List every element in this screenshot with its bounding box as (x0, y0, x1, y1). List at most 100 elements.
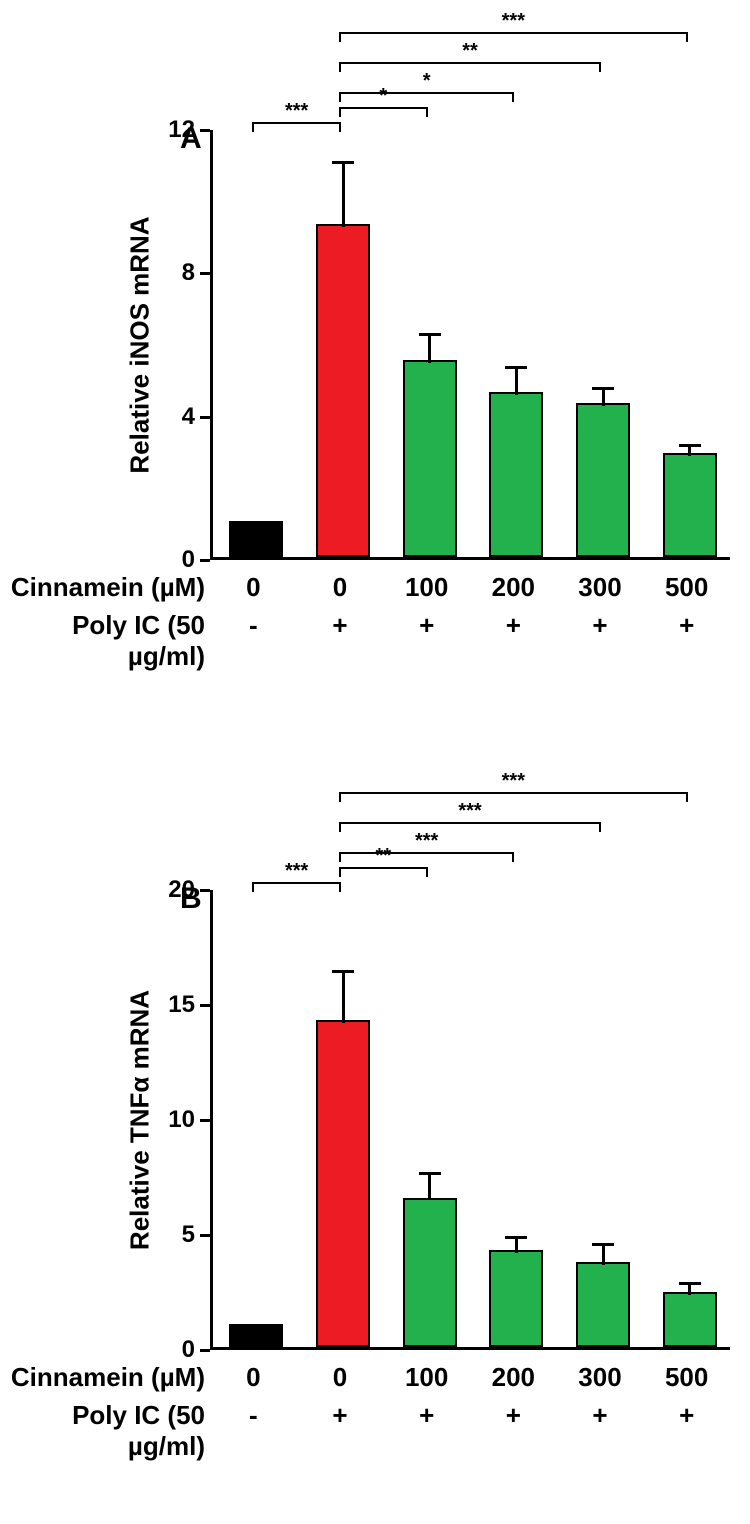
error-bar (515, 1237, 518, 1253)
error-bar (428, 1173, 431, 1201)
significance-tick (339, 32, 341, 42)
y-axis-label: Relative iNOS mRNA (125, 216, 156, 473)
x-category-polyic: - (249, 610, 258, 641)
significance-tick (512, 92, 514, 102)
y-tick-label: 8 (155, 259, 195, 287)
x-category-polyic: + (419, 610, 434, 641)
x-row-label-polyic: Poly IC (50 µg/ml) (0, 1400, 205, 1462)
bar (229, 1324, 283, 1347)
x-category-cinnamein: 0 (246, 572, 260, 603)
error-cap (505, 1236, 527, 1239)
significance-label: *** (502, 770, 525, 793)
significance-tick (426, 107, 428, 117)
significance-tick (339, 867, 341, 877)
x-category-cinnamein: 300 (578, 1362, 621, 1393)
error-cap (679, 444, 701, 447)
bar (576, 403, 630, 557)
y-tick (200, 559, 210, 562)
x-category-polyic: + (506, 610, 521, 641)
bar (316, 224, 370, 557)
significance-tick (339, 852, 341, 862)
bar (229, 521, 283, 557)
significance-tick (339, 107, 341, 117)
error-cap (592, 1243, 614, 1246)
significance-tick (599, 822, 601, 832)
x-category-cinnamein: 100 (405, 1362, 448, 1393)
x-category-polyic: + (592, 610, 607, 641)
x-row-label-cinnamein: Cinnamein (µM) (0, 572, 205, 603)
x-category-cinnamein: 500 (665, 1362, 708, 1393)
error-bar (428, 334, 431, 363)
x-category-polyic: + (506, 1400, 521, 1431)
y-axis-label: Relative TNFα mRNA (125, 990, 156, 1250)
y-tick (200, 889, 210, 892)
x-category-polyic: - (249, 1400, 258, 1431)
error-bar (342, 162, 345, 227)
y-tick-label: 10 (155, 1106, 195, 1134)
significance-label: *** (285, 860, 308, 883)
x-category-polyic: + (679, 1400, 694, 1431)
x-category-cinnamein: 0 (246, 1362, 260, 1393)
error-bar (342, 971, 345, 1024)
y-tick (200, 1234, 210, 1237)
significance-tick (512, 852, 514, 862)
significance-label: ** (462, 40, 478, 63)
x-category-cinnamein: 500 (665, 572, 708, 603)
bar (576, 1262, 630, 1347)
bar (489, 392, 543, 557)
significance-tick (686, 792, 688, 802)
error-cap (679, 1282, 701, 1285)
y-tick-label: 0 (155, 546, 195, 574)
y-tick (200, 416, 210, 419)
x-category-polyic: + (332, 610, 347, 641)
y-tick-label: 20 (155, 876, 195, 904)
y-tick (200, 1119, 210, 1122)
significance-tick (339, 62, 341, 72)
significance-label: *** (285, 100, 308, 123)
significance-tick (599, 62, 601, 72)
error-cap (332, 970, 354, 973)
significance-label: *** (415, 830, 438, 853)
x-category-cinnamein: 200 (492, 572, 535, 603)
y-tick (200, 272, 210, 275)
y-tick-label: 0 (155, 1336, 195, 1364)
y-tick (200, 129, 210, 132)
y-tick-label: 5 (155, 1221, 195, 1249)
significance-label: * (423, 70, 431, 93)
error-bar (602, 388, 605, 406)
significance-label: *** (458, 800, 481, 823)
error-cap (592, 387, 614, 390)
plot-area (210, 130, 730, 560)
error-cap (419, 1172, 441, 1175)
x-category-polyic: + (592, 1400, 607, 1431)
significance-tick (339, 792, 341, 802)
bar (663, 453, 717, 557)
significance-tick (339, 822, 341, 832)
y-tick-label: 4 (155, 403, 195, 431)
x-category-polyic: + (332, 1400, 347, 1431)
x-row-label-polyic: Poly IC (50 µg/ml) (0, 610, 205, 672)
significance-label: *** (502, 10, 525, 33)
x-category-cinnamein: 200 (492, 1362, 535, 1393)
x-category-cinnamein: 0 (333, 572, 347, 603)
bar (489, 1250, 543, 1347)
significance-tick (339, 92, 341, 102)
bar (403, 360, 457, 557)
error-cap (419, 333, 441, 336)
y-tick (200, 1004, 210, 1007)
significance-tick (426, 867, 428, 877)
x-category-cinnamein: 100 (405, 572, 448, 603)
y-tick-label: 12 (155, 116, 195, 144)
x-row-label-cinnamein: Cinnamein (µM) (0, 1362, 205, 1393)
significance-label: * (379, 85, 387, 108)
plot-area (210, 890, 730, 1350)
bar (403, 1198, 457, 1348)
bar (663, 1292, 717, 1347)
error-bar (515, 367, 518, 396)
bar (316, 1020, 370, 1347)
x-category-polyic: + (679, 610, 694, 641)
significance-label: ** (376, 845, 392, 868)
significance-tick (686, 32, 688, 42)
x-category-polyic: + (419, 1400, 434, 1431)
y-tick-label: 15 (155, 991, 195, 1019)
